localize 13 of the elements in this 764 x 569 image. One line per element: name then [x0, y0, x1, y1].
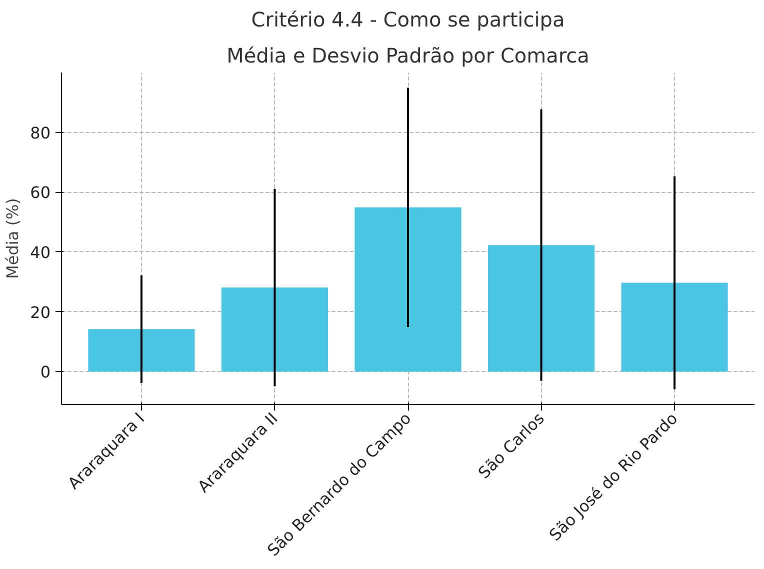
y-tick-label: 20 [30, 302, 50, 322]
bar [621, 282, 728, 372]
y-tick-label: 60 [30, 183, 50, 202]
y-tick-label: 40 [30, 242, 50, 262]
y-axis-title: Média (%) [3, 198, 22, 279]
bar [88, 329, 195, 372]
chart-title: Critério 4.4 - Como se participa [251, 8, 565, 32]
bar [488, 245, 595, 372]
y-tick-label: 80 [30, 123, 50, 142]
bar [221, 288, 328, 372]
chart-subtitle: Média e Desvio Padrão por Comarca [226, 44, 590, 68]
bar [354, 207, 462, 372]
y-tick-label: 0 [40, 362, 51, 382]
